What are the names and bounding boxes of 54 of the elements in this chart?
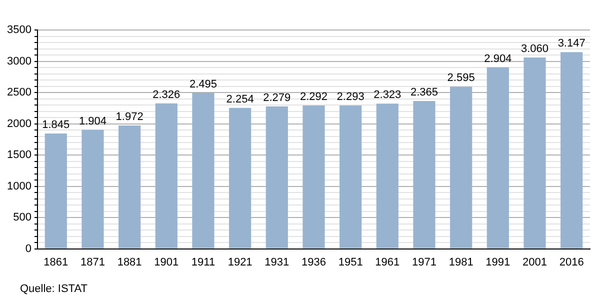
- data-label: 3.060: [520, 43, 549, 56]
- bar: [266, 106, 288, 248]
- data-label: 2.365: [410, 86, 438, 98]
- bar: [524, 58, 546, 248]
- data-label: 3.147: [558, 38, 586, 50]
- y-tick-label: 500: [13, 212, 32, 224]
- data-label: 2.595: [447, 72, 475, 84]
- y-tick-label: 1500: [6, 149, 32, 162]
- data-label: 2.326: [152, 88, 180, 101]
- y-tick-label: 0: [25, 242, 32, 255]
- x-tick-label: 1881: [117, 256, 142, 268]
- data-label: 2.904: [484, 52, 512, 65]
- bar: [192, 92, 214, 248]
- x-tick-label: 1901: [154, 256, 179, 268]
- data-label: 1.972: [116, 111, 144, 124]
- bar: [340, 105, 362, 248]
- x-tick-label: 1871: [80, 256, 105, 268]
- bar: [413, 100, 436, 248]
- y-tick-label: 2000: [6, 118, 32, 130]
- bar: [82, 130, 104, 248]
- bar: [155, 103, 178, 248]
- data-label: 2.292: [300, 91, 328, 104]
- x-tick-label: 1936: [301, 256, 326, 268]
- data-label: 2.279: [263, 92, 291, 104]
- bar: [450, 86, 472, 248]
- x-tick-label: 1911: [191, 256, 216, 268]
- source-note: Quelle: ISTAT: [20, 283, 88, 295]
- x-tick-label: 1991: [486, 256, 510, 268]
- x-tick-label: 2016: [559, 256, 584, 268]
- bar: [486, 67, 509, 248]
- y-tick-label: 1000: [6, 180, 32, 192]
- x-tick-label: 1971: [412, 256, 436, 268]
- bar: [229, 108, 252, 248]
- x-tick-label: 1861: [44, 256, 68, 268]
- x-tick-label: 1961: [375, 256, 400, 268]
- x-tick-label: 1931: [264, 256, 290, 268]
- data-label: 2.495: [189, 78, 217, 90]
- data-label: 2.293: [336, 90, 364, 103]
- data-label: 1.904: [78, 115, 106, 128]
- y-tick-label: 3000: [6, 55, 32, 68]
- data-label: 1.845: [42, 118, 70, 131]
- bar: [118, 126, 141, 248]
- x-tick-label: 2001: [522, 256, 547, 268]
- data-label: 2.254: [226, 93, 254, 106]
- x-tick-label: 1951: [338, 256, 363, 268]
- y-tick-label: 2500: [6, 86, 32, 99]
- x-tick-label: 1981: [448, 256, 474, 268]
- bar: [560, 52, 583, 248]
- bar: [302, 106, 325, 248]
- bar: [44, 133, 67, 248]
- data-label: 2.323: [374, 89, 402, 102]
- x-tick-label: 1921: [228, 256, 252, 268]
- bar: [376, 104, 398, 248]
- y-tick-label: 3500: [6, 24, 32, 36]
